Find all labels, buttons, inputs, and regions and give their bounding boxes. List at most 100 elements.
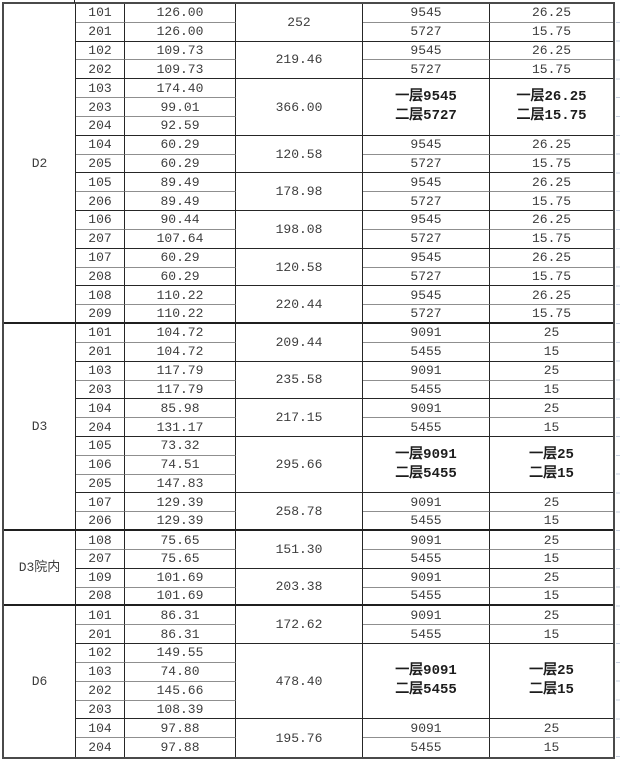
cell-room-no[interactable]: 205: [76, 154, 125, 174]
cell-area[interactable]: 101.69: [125, 568, 236, 588]
cell-unit-price-merged[interactable]: 一层9545 二层5727: [363, 79, 490, 136]
cell-unit-price[interactable]: 5727: [363, 305, 490, 325]
cell-rate[interactable]: 15.75: [490, 60, 613, 80]
cell-room-no[interactable]: 201: [76, 342, 125, 362]
cell-room-no[interactable]: 203: [76, 380, 125, 400]
cell-room-no[interactable]: 105: [76, 173, 125, 193]
cell-area[interactable]: 126.00: [125, 4, 236, 23]
cell-area[interactable]: 104.72: [125, 324, 236, 343]
cell-area[interactable]: 60.29: [125, 267, 236, 287]
cell-rate-merged[interactable]: 一层25 二层15: [490, 437, 613, 494]
cell-unit-price[interactable]: 9545: [363, 211, 490, 230]
cell-area[interactable]: 104.72: [125, 342, 236, 362]
cell-room-no[interactable]: 109: [76, 568, 125, 588]
cell-area[interactable]: 174.40: [125, 79, 236, 99]
cell-area[interactable]: 145.66: [125, 681, 236, 701]
cell-area[interactable]: 107.64: [125, 229, 236, 249]
cell-room-no[interactable]: 204: [76, 418, 125, 437]
cell-rate[interactable]: 26.25: [490, 42, 613, 61]
cell-rate[interactable]: 26.25: [490, 4, 613, 23]
cell-room-no[interactable]: 202: [76, 681, 125, 701]
cell-area[interactable]: 117.79: [125, 361, 236, 381]
cell-room-no[interactable]: 203: [76, 700, 125, 720]
cell-unit-price[interactable]: 9091: [363, 606, 490, 626]
cell-unit-price-merged[interactable]: 一层9091 二层5455: [363, 644, 490, 720]
cell-area-sum[interactable]: 258.78: [236, 493, 363, 532]
cell-room-no[interactable]: 101: [76, 324, 125, 343]
cell-area-sum[interactable]: 172.62: [236, 606, 363, 645]
cell-room-no[interactable]: 108: [76, 531, 125, 550]
cell-unit-price[interactable]: 5455: [363, 738, 490, 757]
cell-area[interactable]: 99.01: [125, 98, 236, 117]
cell-room-no[interactable]: 207: [76, 229, 125, 249]
cell-area-sum[interactable]: 198.08: [236, 211, 363, 249]
cell-unit-price[interactable]: 5727: [363, 154, 490, 174]
cell-area[interactable]: 60.29: [125, 248, 236, 268]
cell-unit-price[interactable]: 9545: [363, 248, 490, 268]
cell-unit-price[interactable]: 5727: [363, 267, 490, 287]
cell-room-no[interactable]: 208: [76, 267, 125, 287]
cell-room-no[interactable]: 104: [76, 135, 125, 155]
cell-building[interactable]: D6: [4, 606, 76, 757]
cell-rate[interactable]: 15: [490, 625, 613, 645]
cell-rate[interactable]: 15: [490, 418, 613, 437]
cell-unit-price-merged[interactable]: 一层9091 二层5455: [363, 436, 490, 494]
cell-area[interactable]: 74.80: [125, 662, 236, 682]
cell-area[interactable]: 109.73: [125, 60, 236, 80]
cell-room-no[interactable]: 206: [76, 192, 125, 212]
cell-area[interactable]: 86.31: [125, 606, 236, 626]
cell-unit-price[interactable]: 9091: [363, 568, 490, 588]
cell-room-no[interactable]: 107: [76, 493, 125, 513]
cell-unit-price[interactable]: 5727: [363, 229, 490, 249]
cell-area[interactable]: 101.69: [125, 587, 236, 607]
cell-area-sum[interactable]: 217.15: [236, 399, 363, 437]
cell-area[interactable]: 97.88: [125, 738, 236, 757]
cell-unit-price[interactable]: 9091: [363, 719, 490, 739]
cell-room-no[interactable]: 204: [76, 738, 125, 757]
cell-rate[interactable]: 26.25: [490, 286, 613, 306]
cell-area[interactable]: 75.65: [125, 531, 236, 550]
cell-room-no[interactable]: 202: [76, 60, 125, 80]
cell-room-no[interactable]: 105: [76, 436, 125, 456]
cell-unit-price[interactable]: 5455: [363, 380, 490, 400]
cell-unit-price[interactable]: 5455: [363, 625, 490, 645]
cell-unit-price[interactable]: 9091: [363, 493, 490, 513]
cell-room-no[interactable]: 103: [76, 361, 125, 381]
cell-unit-price[interactable]: 5727: [363, 192, 490, 212]
cell-room-no[interactable]: 103: [76, 79, 125, 99]
cell-area[interactable]: 92.59: [125, 116, 236, 136]
cell-unit-price[interactable]: 5455: [363, 418, 490, 437]
cell-rate[interactable]: 25: [490, 399, 613, 419]
cell-area-sum[interactable]: 366.00: [236, 79, 363, 136]
cell-room-no[interactable]: 102: [76, 644, 125, 663]
cell-rate[interactable]: 15.75: [490, 305, 613, 325]
cell-area-sum[interactable]: 478.40: [236, 644, 363, 720]
cell-unit-price[interactable]: 5455: [363, 342, 490, 362]
cell-area-sum[interactable]: 252: [236, 4, 363, 42]
cell-area[interactable]: 89.49: [125, 192, 236, 212]
cell-area[interactable]: 129.39: [125, 493, 236, 513]
cell-rate[interactable]: 25: [490, 362, 613, 381]
cell-rate[interactable]: 25: [490, 569, 613, 588]
cell-rate[interactable]: 15.75: [490, 155, 613, 174]
cell-unit-price[interactable]: 9545: [363, 41, 490, 61]
cell-area[interactable]: 149.55: [125, 644, 236, 663]
cell-area-sum[interactable]: 219.46: [236, 41, 363, 80]
cell-room-no[interactable]: 108: [76, 286, 125, 306]
cell-rate[interactable]: 25: [490, 531, 613, 550]
cell-area[interactable]: 75.65: [125, 549, 236, 569]
cell-room-no[interactable]: 208: [76, 587, 125, 607]
cell-unit-price[interactable]: 9091: [363, 399, 490, 419]
cell-area[interactable]: 60.29: [125, 135, 236, 155]
cell-unit-price[interactable]: 5455: [363, 549, 490, 569]
cell-unit-price[interactable]: 9545: [363, 286, 490, 306]
cell-rate[interactable]: 15.75: [490, 23, 613, 42]
cell-rate[interactable]: 25: [490, 493, 613, 513]
cell-rate[interactable]: 15: [490, 343, 613, 362]
cell-area[interactable]: 108.39: [125, 700, 236, 720]
cell-area[interactable]: 97.88: [125, 719, 236, 739]
cell-room-no[interactable]: 107: [76, 248, 125, 268]
cell-room-no[interactable]: 103: [76, 662, 125, 682]
cell-area-sum[interactable]: 220.44: [236, 286, 363, 325]
cell-rate[interactable]: 26.25: [490, 211, 613, 230]
